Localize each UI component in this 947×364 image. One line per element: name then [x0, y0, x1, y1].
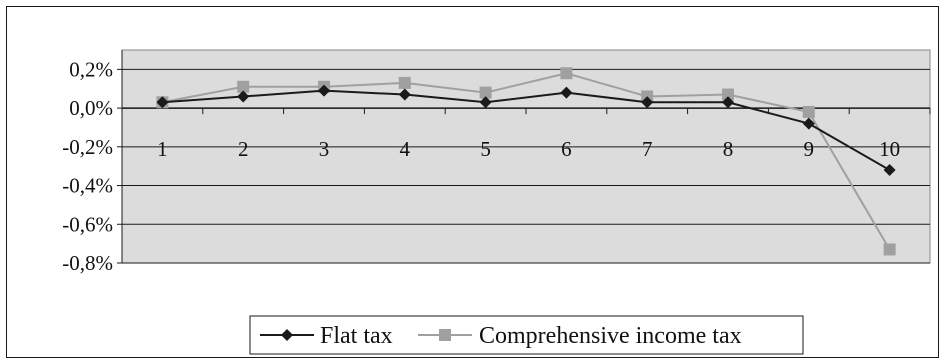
x-tick-label: 9 [804, 137, 815, 161]
y-tick-label: -0,4% [62, 174, 113, 198]
y-tick-label: -0,6% [62, 212, 113, 236]
y-tick-label: -0,2% [62, 135, 113, 159]
data-point-flat-tax [156, 96, 169, 109]
x-axis: 1 2 3 4 5 6 7 8 9 10 [121, 107, 931, 161]
data-point-flat-tax [802, 117, 815, 130]
legend-label-comprehensive-income-tax: Comprehensive income tax [479, 323, 742, 349]
x-tick-label: 5 [480, 137, 491, 161]
y-axis: 0,2% 0,0% -0,2% -0,4% -0,6% -0,8% [62, 50, 123, 275]
plot-area [121, 49, 931, 264]
y-tick-label: 0,2% [69, 57, 113, 81]
legend-swatch-flat-tax-marker [281, 329, 293, 341]
x-tick-label: 3 [319, 137, 330, 161]
data-point-comprehensive-income-tax [237, 80, 250, 93]
data-point-flat-tax [237, 90, 250, 103]
data-point-comprehensive-income-tax [560, 67, 573, 80]
data-point-flat-tax [641, 96, 654, 109]
x-tick-label: 10 [879, 137, 900, 161]
data-point-comprehensive-income-tax [802, 105, 815, 118]
data-point-comprehensive-income-tax [398, 76, 411, 89]
legend-swatch-comprehensive-marker [439, 329, 451, 341]
data-point-comprehensive-income-tax [883, 243, 896, 256]
x-tick-label: 2 [238, 137, 249, 161]
series-group [156, 67, 896, 256]
data-point-flat-tax [398, 88, 411, 101]
data-point-comprehensive-income-tax [722, 88, 734, 101]
x-tick-label: 1 [157, 137, 168, 161]
series-line-comprehensive-income-tax [162, 72, 891, 250]
data-point-flat-tax [318, 84, 330, 97]
data-point-flat-tax [883, 164, 896, 177]
data-point-flat-tax [560, 86, 573, 99]
y-tick-label: 0,0% [69, 96, 113, 120]
x-tick-label: 8 [723, 137, 734, 161]
legend: Flat tax Comprehensive income tax [249, 315, 804, 355]
legend-label-flat-tax: Flat tax [320, 323, 393, 349]
data-point-flat-tax [479, 96, 492, 109]
series-line-flat-tax [162, 89, 891, 171]
x-tick-label: 4 [400, 137, 411, 161]
data-point-flat-tax [722, 96, 734, 109]
x-tick-label: 6 [561, 137, 572, 161]
legend-box [249, 315, 804, 355]
data-point-comprehensive-income-tax [479, 86, 492, 99]
x-tick-label: 7 [642, 137, 653, 161]
y-tick-label: -0,8% [62, 251, 113, 275]
